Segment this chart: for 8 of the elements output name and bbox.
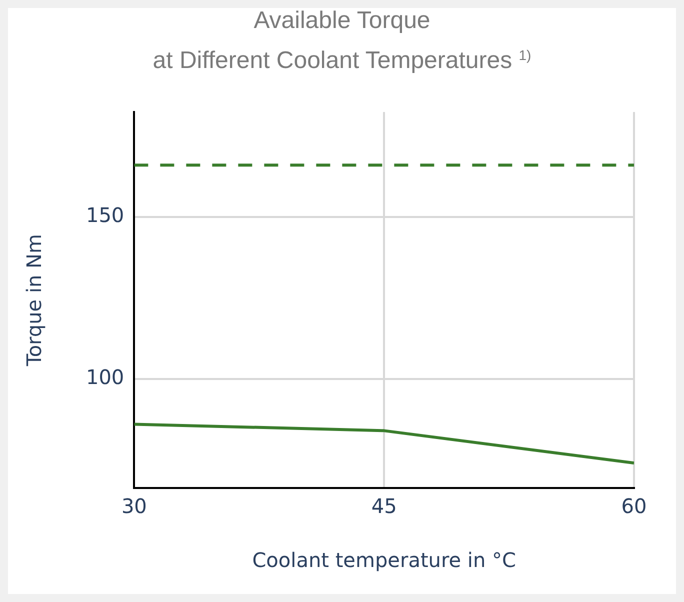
chart-title: Available Torque at Different Coolant Temperatures $^{1)}$ <box>152 6 532 76</box>
x-tick-label: 30 <box>121 494 147 518</box>
x-tick-label: 45 <box>371 494 397 518</box>
y-axis-title: Torque in Nm <box>22 234 46 367</box>
y-tick-label: 100 <box>86 365 124 390</box>
x-axis-title: Coolant temperature in °C <box>252 548 516 572</box>
x-tick-label: 60 <box>621 494 647 518</box>
y-tick-label: 150 <box>86 203 124 228</box>
